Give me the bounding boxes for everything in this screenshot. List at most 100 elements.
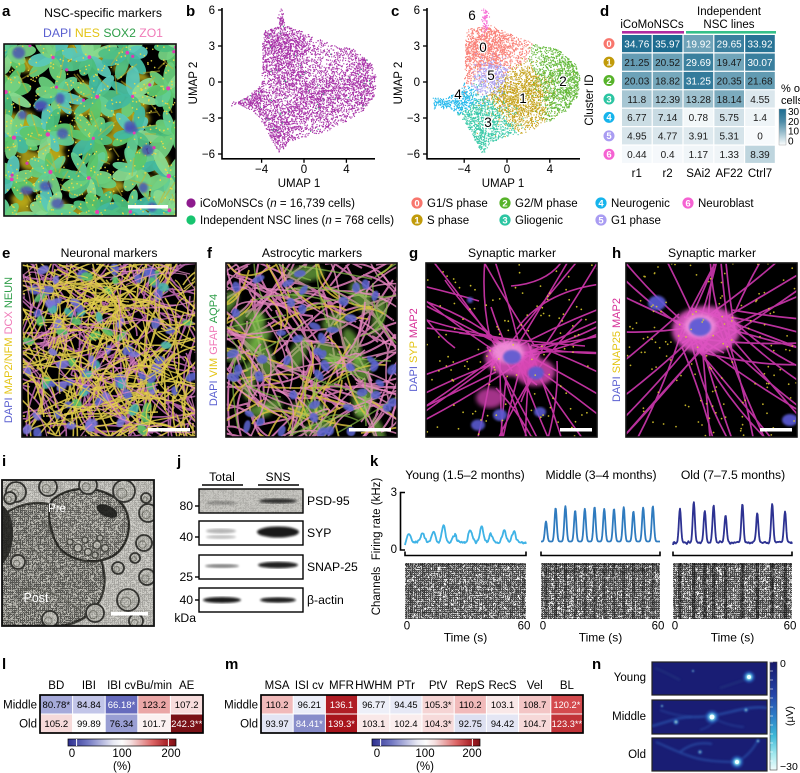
- svg-text:Time (s): Time (s): [444, 631, 488, 645]
- svg-text:Bu/min: Bu/min: [136, 680, 172, 692]
- svg-text:242.3**: 242.3**: [171, 719, 202, 730]
- svg-text:−4: −4: [255, 164, 269, 176]
- svg-text:G2/M phase: G2/M phase: [515, 198, 578, 210]
- svg-text:19.92: 19.92: [686, 39, 711, 50]
- svg-text:Old (7–7.5 months): Old (7–7.5 months): [681, 468, 785, 482]
- svg-text:94.42: 94.42: [491, 719, 514, 729]
- svg-text:Neuroblast: Neuroblast: [698, 198, 754, 210]
- svg-text:β-actin: β-actin: [307, 593, 344, 607]
- svg-text:Middle: Middle: [612, 711, 646, 723]
- svg-text:r1: r1: [632, 168, 642, 180]
- svg-text:Cluster ID: Cluster ID: [584, 74, 596, 125]
- svg-text:IBI cv: IBI cv: [107, 680, 136, 692]
- svg-text:−30: −30: [780, 761, 798, 773]
- svg-text:6.77: 6.77: [627, 113, 647, 124]
- svg-text:Independent: Independent: [697, 6, 762, 18]
- svg-text:13.28: 13.28: [686, 95, 711, 106]
- svg-text:d: d: [600, 3, 609, 20]
- svg-text:120.2*: 120.2*: [553, 700, 580, 710]
- svg-text:PSD-95: PSD-95: [307, 494, 350, 508]
- svg-text:IBI: IBI: [82, 680, 96, 692]
- svg-text:35.97: 35.97: [655, 39, 680, 50]
- svg-text:94.45: 94.45: [394, 700, 417, 710]
- svg-text:l: l: [2, 656, 6, 673]
- svg-text:ISI cv: ISI cv: [295, 680, 324, 692]
- svg-text:−6: −6: [407, 149, 420, 161]
- svg-text:99.89: 99.89: [77, 719, 101, 730]
- svg-text:0: 0: [391, 544, 397, 556]
- svg-text:PTr: PTr: [397, 680, 415, 692]
- svg-text:4: 4: [454, 87, 462, 102]
- svg-text:6: 6: [685, 198, 690, 209]
- svg-text:66.18*: 66.18*: [108, 700, 136, 711]
- svg-text:0: 0: [69, 748, 75, 760]
- svg-text:Independent NSC lines (n = 768: Independent NSC lines (n = 768 cells): [200, 215, 394, 227]
- svg-text:AE: AE: [179, 680, 195, 692]
- svg-text:108.7: 108.7: [523, 700, 546, 710]
- svg-text:Old: Old: [628, 749, 646, 761]
- svg-text:104.3*: 104.3*: [425, 719, 452, 729]
- svg-text:BL: BL: [560, 680, 575, 692]
- svg-text:−6: −6: [202, 149, 215, 161]
- svg-text:100: 100: [415, 748, 434, 760]
- svg-text:(%): (%): [416, 761, 434, 773]
- svg-text:4: 4: [598, 198, 604, 209]
- svg-text:1: 1: [414, 215, 420, 226]
- svg-text:UMAP 2: UMAP 2: [393, 62, 405, 105]
- svg-text:200: 200: [462, 748, 481, 760]
- svg-text:Total: Total: [209, 470, 235, 484]
- svg-text:20.35: 20.35: [717, 76, 742, 87]
- svg-text:m: m: [225, 656, 238, 673]
- svg-text:0: 0: [606, 39, 611, 50]
- svg-text:DAPI SNAP25 MAP2: DAPI SNAP25 MAP2: [611, 298, 623, 402]
- svg-text:93.97: 93.97: [265, 719, 288, 729]
- svg-text:UMAP 1: UMAP 1: [482, 178, 525, 190]
- svg-text:iCoMoNSCs (n = 16,739 cells): iCoMoNSCs (n = 16,739 cells): [200, 198, 355, 210]
- svg-text:4: 4: [547, 164, 554, 176]
- svg-text:96.77: 96.77: [362, 700, 385, 710]
- svg-text:iCoMoNSCs: iCoMoNSCs: [620, 19, 684, 31]
- svg-text:3: 3: [484, 115, 492, 130]
- svg-text:HWHM: HWHM: [355, 680, 392, 692]
- svg-text:Channels: Channels: [371, 566, 383, 615]
- svg-text:29.69: 29.69: [686, 58, 711, 69]
- svg-text:136.1: 136.1: [330, 700, 353, 710]
- svg-text:−4: −4: [458, 164, 472, 176]
- svg-text:30.07: 30.07: [747, 58, 772, 69]
- svg-text:SNAP-25: SNAP-25: [307, 560, 358, 574]
- svg-text:100: 100: [112, 748, 131, 760]
- svg-text:Middle: Middle: [224, 700, 258, 712]
- svg-text:84.84: 84.84: [77, 700, 101, 711]
- svg-text:10: 10: [788, 127, 800, 138]
- svg-text:103.1: 103.1: [491, 700, 514, 710]
- svg-text:e: e: [2, 245, 10, 262]
- svg-text:DAPI VIM GFAP AQP4: DAPI VIM GFAP AQP4: [208, 294, 220, 406]
- svg-text:102.4: 102.4: [394, 719, 417, 729]
- svg-text:5: 5: [598, 215, 604, 226]
- svg-text:7.14: 7.14: [658, 113, 678, 124]
- svg-text:3.91: 3.91: [689, 132, 709, 143]
- svg-text:j: j: [176, 453, 181, 470]
- svg-text:AF22: AF22: [715, 168, 743, 180]
- svg-text:NSC-specific markers: NSC-specific markers: [44, 6, 162, 20]
- svg-text:G1/S phase: G1/S phase: [427, 198, 488, 210]
- svg-text:Neurogenic: Neurogenic: [611, 198, 670, 210]
- svg-text:h: h: [612, 245, 621, 262]
- svg-text:29.65: 29.65: [717, 39, 742, 50]
- svg-text:139.3*: 139.3*: [328, 719, 355, 729]
- svg-text:0: 0: [209, 77, 215, 89]
- svg-text:n: n: [592, 656, 601, 673]
- svg-text:(µV): (µV): [784, 706, 796, 726]
- svg-text:105.2: 105.2: [44, 719, 68, 730]
- svg-text:% of: % of: [781, 83, 800, 95]
- svg-text:Gliogenic: Gliogenic: [515, 215, 563, 227]
- svg-text:0.44: 0.44: [627, 150, 647, 161]
- svg-text:S phase: S phase: [427, 215, 469, 227]
- svg-text:0: 0: [757, 132, 763, 143]
- svg-text:18.14: 18.14: [717, 95, 742, 106]
- svg-text:DAPI NES SOX2 ZO1: DAPI NES SOX2 ZO1: [43, 26, 163, 40]
- svg-text:80: 80: [179, 499, 193, 513]
- svg-text:21.68: 21.68: [747, 76, 772, 87]
- svg-text:b: b: [186, 3, 195, 20]
- svg-text:21.25: 21.25: [624, 58, 649, 69]
